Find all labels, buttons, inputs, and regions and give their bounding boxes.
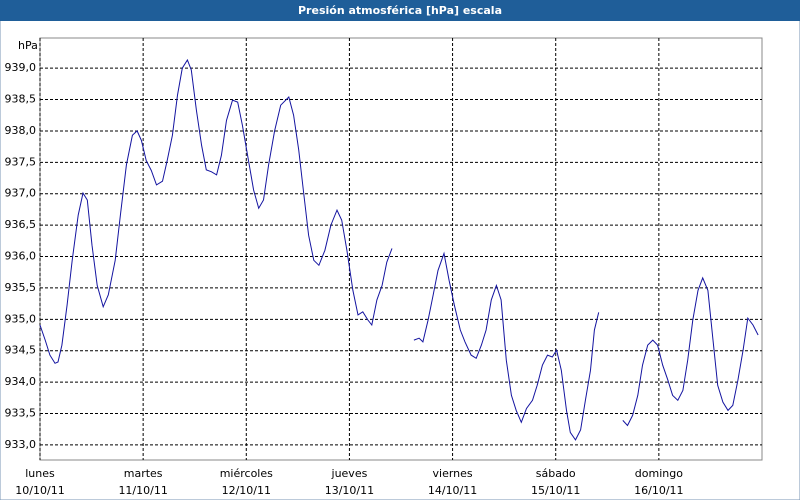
x-tick-date: 12/10/11 xyxy=(222,484,271,497)
x-tick-label: jueves xyxy=(331,467,368,480)
y-unit: hPa xyxy=(18,39,38,52)
x-tick-date: 14/10/11 xyxy=(428,484,477,497)
chart-title: Presión atmosférica [hPa] escala xyxy=(298,4,502,17)
y-tick-label: 933,5 xyxy=(5,407,37,420)
data-line xyxy=(39,58,759,441)
y-tick-label: 937,0 xyxy=(5,187,37,200)
y-tick-label: 934,5 xyxy=(5,344,37,357)
y-tick-label: 937,5 xyxy=(5,155,37,168)
x-tick-label: martes xyxy=(124,467,163,480)
x-tick-date: 10/10/11 xyxy=(15,484,64,497)
y-tick-label: 933,0 xyxy=(5,438,37,451)
x-tick-label: viernes xyxy=(433,467,473,480)
x-tick-label: miércoles xyxy=(220,467,273,480)
x-tick-label: domingo xyxy=(635,467,683,480)
title-bar xyxy=(0,0,800,21)
x-tick-date: 13/10/11 xyxy=(325,484,374,497)
y-tick-label: 936,0 xyxy=(5,250,37,263)
y-tick-label: 935,5 xyxy=(5,281,37,294)
x-tick-label: sábado xyxy=(536,467,576,480)
y-tick-label: 938,0 xyxy=(5,124,37,137)
y-tick-label: 939,0 xyxy=(5,61,37,74)
y-tick-label: 936,5 xyxy=(5,218,37,231)
y-tick-label: 938,5 xyxy=(5,93,37,106)
x-tick-date: 15/10/11 xyxy=(531,484,580,497)
y-tick-label: 934,0 xyxy=(5,375,37,388)
x-tick-label: lunes xyxy=(25,467,55,480)
x-tick-date: 11/10/11 xyxy=(118,484,167,497)
y-tick-label: 935,0 xyxy=(5,312,37,325)
x-tick-date: 16/10/11 xyxy=(634,484,683,497)
